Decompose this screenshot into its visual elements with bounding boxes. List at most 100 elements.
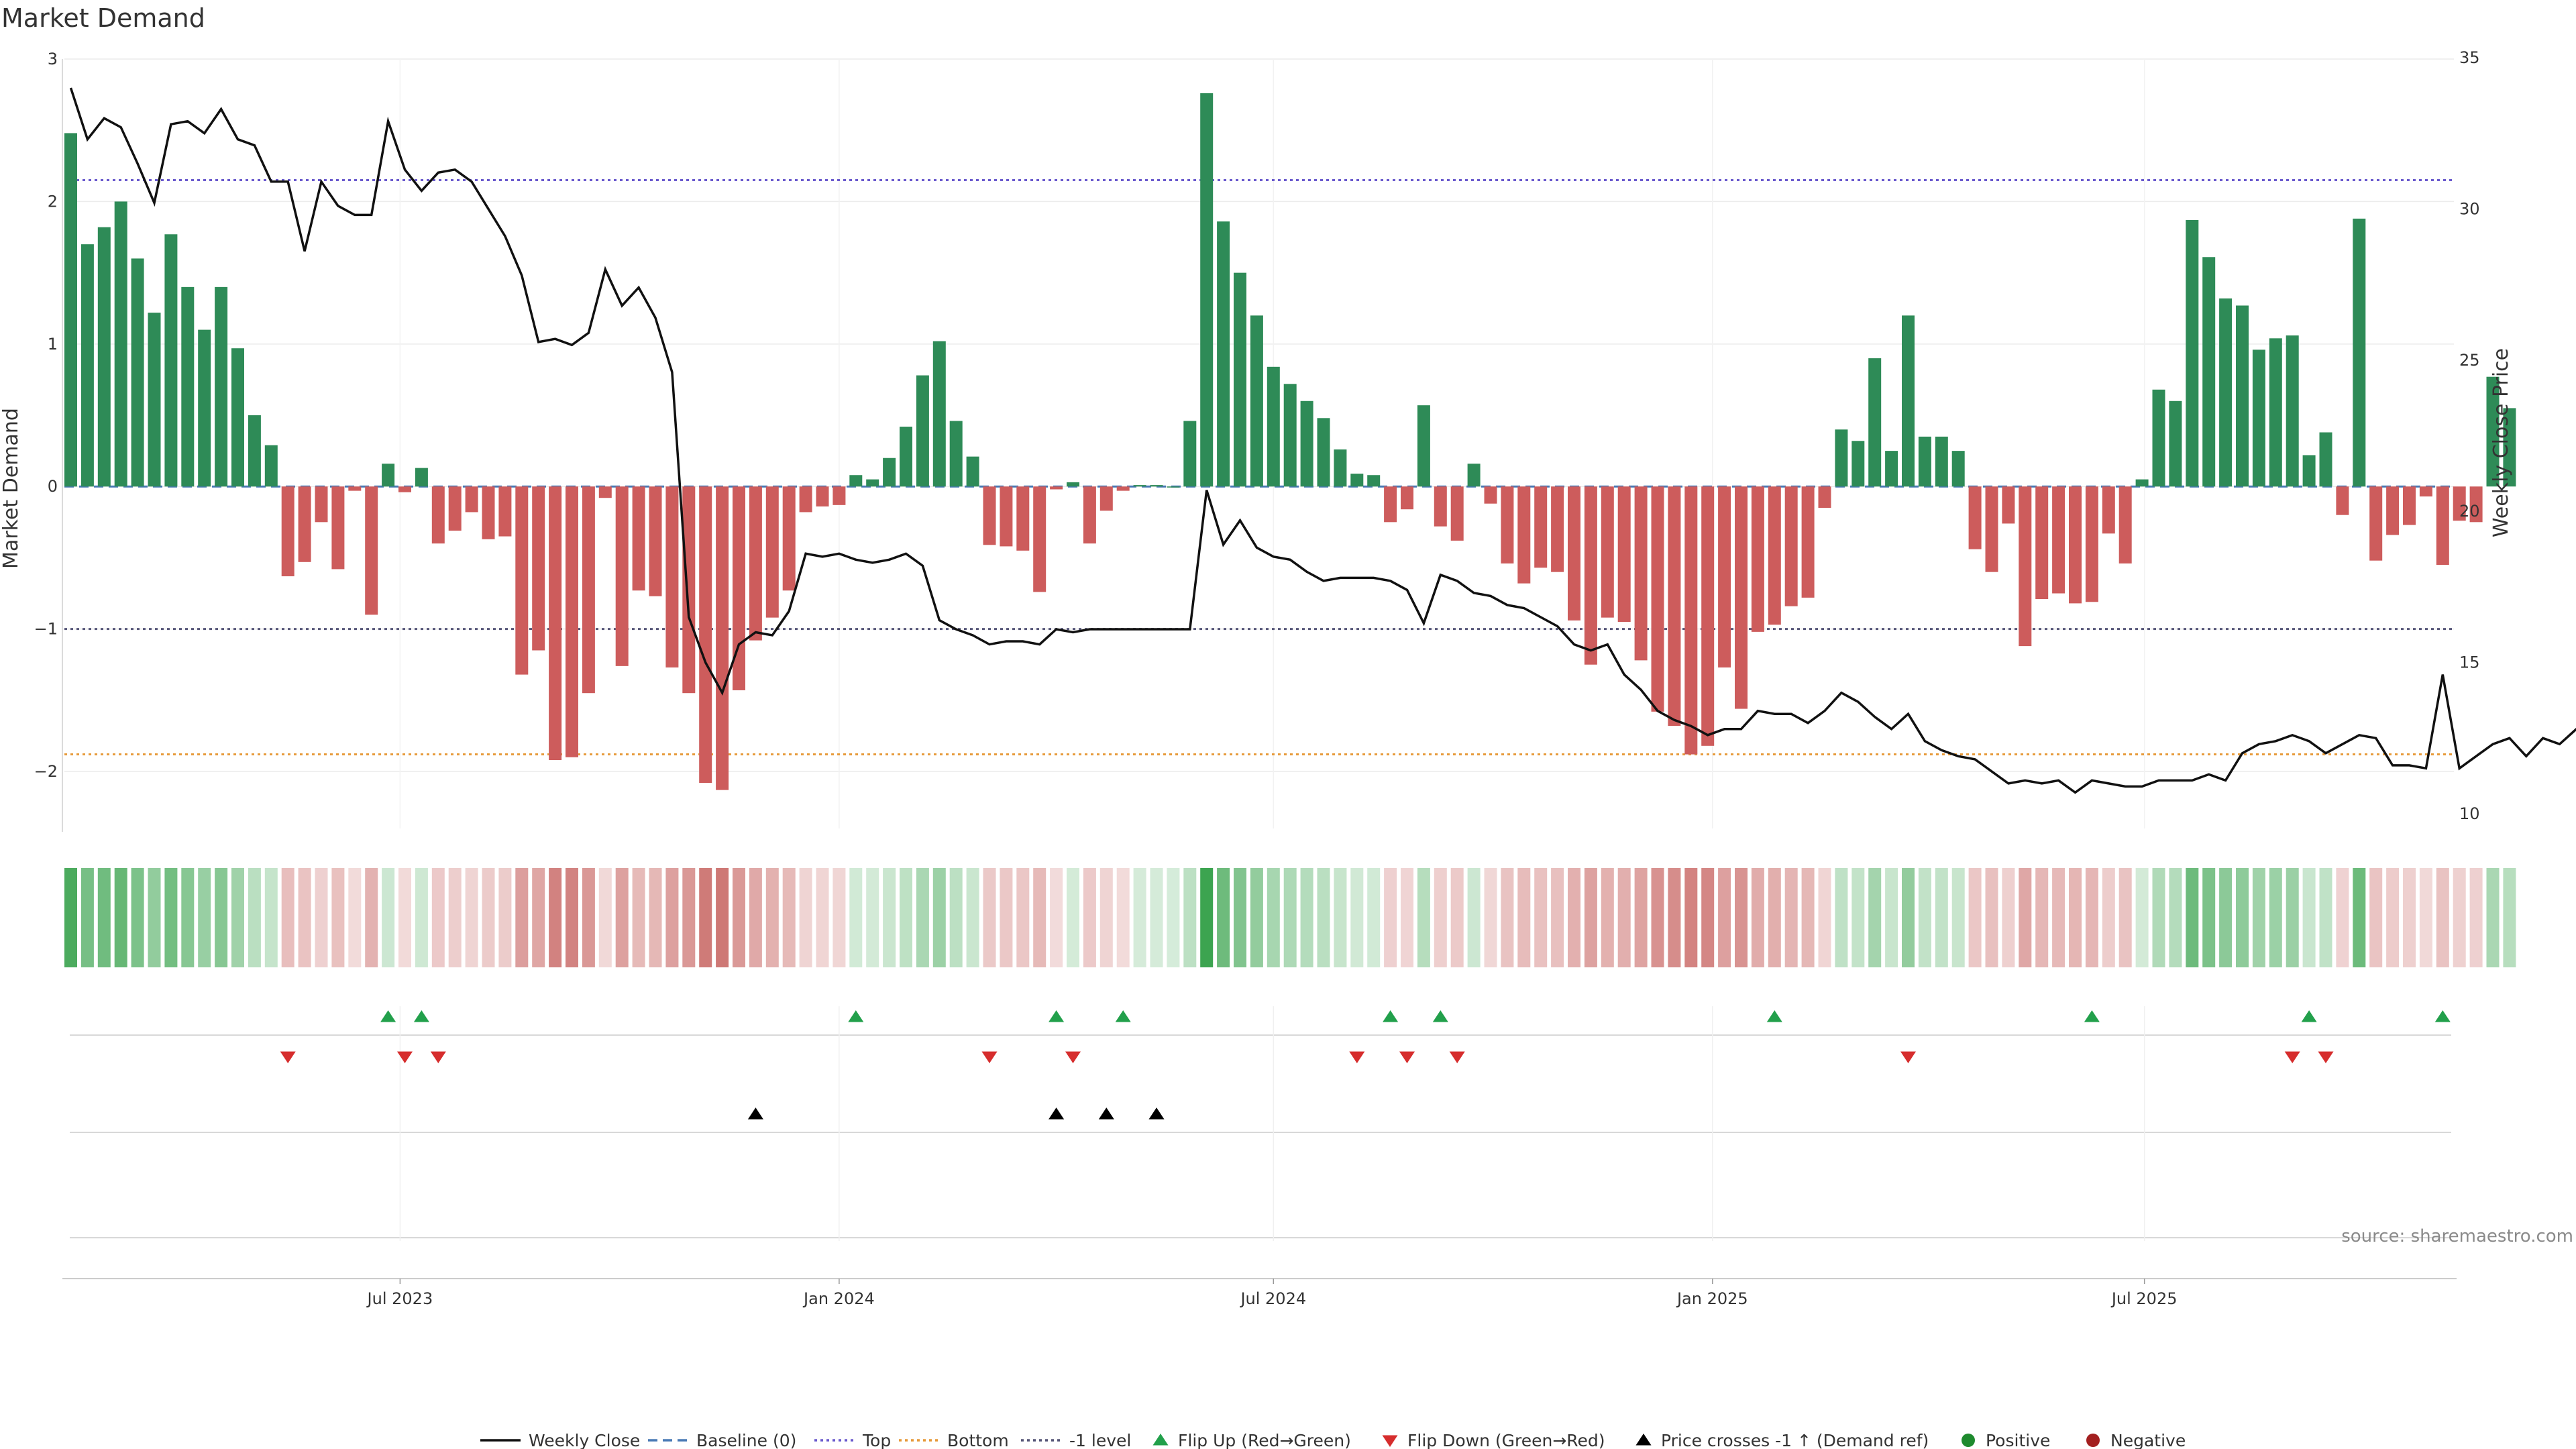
legend-swatch [1962, 1434, 1975, 1447]
heat-cell [1167, 868, 1180, 967]
heat-cell [431, 868, 445, 967]
heat-cell [1450, 868, 1464, 967]
x-axis-ticks: Jul 2023 Jan 2024 Jul 2024 Jan 2025 Jul 2025 [366, 1279, 2178, 1308]
heat-cell [1050, 868, 1063, 967]
legend-label: Top [862, 1431, 891, 1449]
demand-bar [215, 286, 228, 487]
heat-cell [649, 868, 662, 967]
demand-bar [782, 486, 796, 591]
demand-bar [2019, 486, 2032, 647]
heat-cell [833, 868, 846, 967]
demand-bar [431, 486, 445, 544]
heat-cell [2419, 868, 2432, 967]
chart-title: Market Demand [1, 3, 205, 33]
heat-cell [2135, 868, 2149, 967]
heat-cell [80, 868, 94, 967]
demand-bar [1484, 486, 1497, 504]
heat-cell [1384, 868, 1397, 967]
heat-cell [1183, 868, 1197, 967]
right-tick-label: 15 [2459, 653, 2480, 672]
heat-cell [2386, 868, 2400, 967]
demand-bar [1668, 486, 1681, 727]
heat-cell [1317, 868, 1330, 967]
heat-cell [2286, 868, 2299, 967]
demand-bar [448, 486, 462, 531]
left-tick-label: 3 [48, 50, 58, 68]
heat-cell [549, 868, 562, 967]
demand-bar [2135, 479, 2149, 487]
demand-bar [1183, 421, 1197, 487]
heat-cell [1735, 868, 1748, 967]
demand-bar [1951, 451, 1965, 487]
heat-cell [1668, 868, 1681, 967]
demand-bar [1634, 486, 1648, 661]
heat-cell [2152, 868, 2165, 967]
demand-bar [1083, 486, 1096, 544]
heat-cell [716, 868, 729, 967]
heat-cell [733, 868, 745, 967]
demand-bar [1450, 486, 1464, 541]
heat-cell [198, 868, 211, 967]
price-cross-marker [1049, 1108, 1065, 1120]
heat-cell [1234, 868, 1246, 967]
demand-bar [2035, 486, 2049, 600]
demand-bar [649, 486, 662, 596]
demand-bar [2486, 376, 2500, 487]
heat-cell [883, 868, 896, 967]
heat-cell [1334, 868, 1347, 967]
heat-cell [264, 868, 278, 967]
legend-label: Flip Up (Red→Green) [1178, 1431, 1351, 1449]
demand-bar [2152, 389, 2165, 487]
demand-bar [1617, 486, 1631, 623]
heat-cell [598, 868, 612, 967]
flip-down-marker [1900, 1051, 1916, 1063]
demand-bar [665, 486, 679, 667]
heat-cell [1568, 868, 1580, 967]
demand-bar [833, 486, 846, 505]
heat-cell [1467, 868, 1481, 967]
demand-bar [264, 445, 278, 487]
legend-label: Positive [1986, 1431, 2050, 1449]
heat-cell [1200, 868, 1214, 967]
heat-cell [1116, 868, 1130, 967]
demand-bar [2469, 486, 2483, 523]
heat-cell [231, 868, 244, 967]
heat-cell [2186, 868, 2199, 967]
heat-cell [2169, 868, 2182, 967]
heat-cell [348, 868, 362, 967]
demand-bar [498, 486, 512, 537]
demand-bar [365, 486, 378, 615]
demand-bar [515, 486, 529, 675]
heat-cell [482, 868, 495, 967]
heat-cell [966, 868, 979, 967]
demand-bar [1751, 486, 1764, 632]
demand-bar [949, 421, 963, 487]
demand-bar [866, 479, 879, 487]
x-tick-label: Jan 2025 [1676, 1289, 1748, 1308]
demand-bar [1234, 272, 1246, 487]
right-tick-label: 25 [2459, 351, 2480, 370]
heat-cell [248, 868, 261, 967]
heat-cell [1601, 868, 1614, 967]
heat-cell [281, 868, 294, 967]
x-tick-label: Jul 2025 [2110, 1289, 2178, 1308]
demand-bar [114, 201, 127, 487]
left-tick-label: −1 [34, 620, 58, 639]
heat-cell [900, 868, 912, 967]
demand-bar [1651, 486, 1664, 712]
demand-bar [415, 468, 428, 487]
heat-cell [1684, 868, 1698, 967]
heat-cell [1951, 868, 1965, 967]
heat-cell [1367, 868, 1381, 967]
demand-bar [900, 427, 912, 487]
price-cross-marker [747, 1108, 763, 1120]
demand-bar [1217, 221, 1230, 487]
demand-bar [716, 486, 729, 790]
demand-bar [465, 486, 478, 513]
demand-bar [2102, 486, 2115, 534]
heat-cell [1300, 868, 1313, 967]
demand-bar [1601, 486, 1614, 618]
heat-cell [1267, 868, 1280, 967]
heat-cell [515, 868, 529, 967]
heat-cell [2236, 868, 2249, 967]
